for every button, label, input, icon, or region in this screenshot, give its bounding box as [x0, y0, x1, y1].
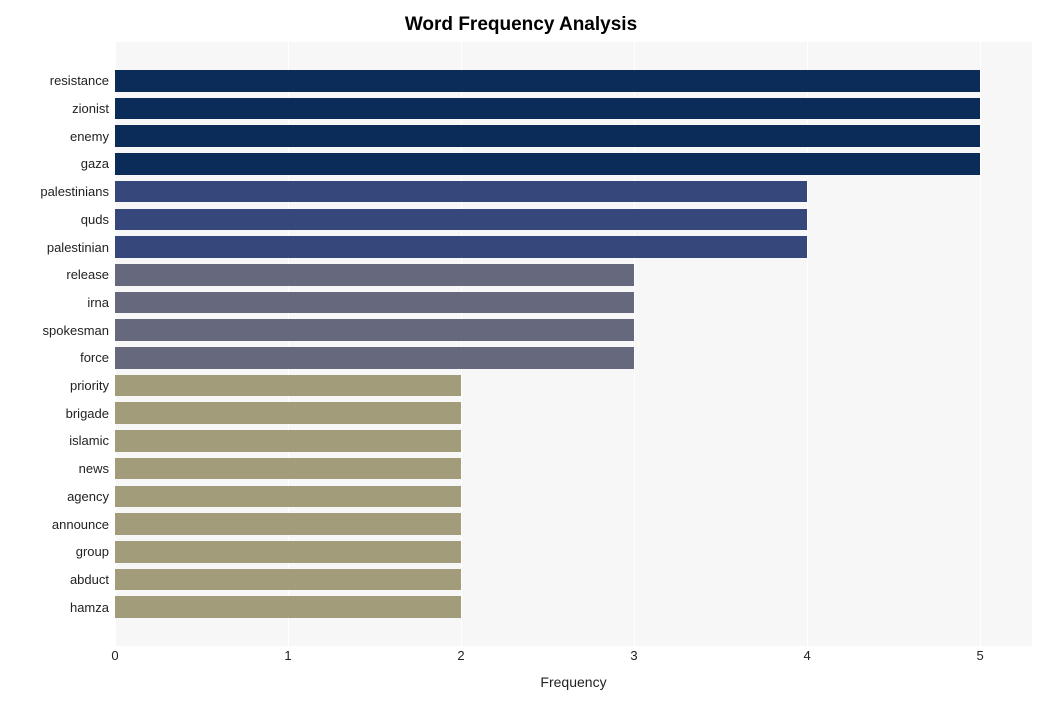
bar-row [115, 70, 1032, 92]
bar-row [115, 209, 1032, 231]
bar-row [115, 98, 1032, 120]
y-tick-label: hamza [70, 593, 109, 621]
bar-row [115, 292, 1032, 314]
bar-row [115, 513, 1032, 535]
bar-row [115, 319, 1032, 341]
bar [115, 458, 461, 480]
y-tick-label: release [66, 261, 109, 289]
y-tick-label: announce [52, 510, 109, 538]
y-tick-label: enemy [70, 122, 109, 150]
bar [115, 486, 461, 508]
bar [115, 402, 461, 424]
x-tick: 3 [630, 648, 637, 663]
bar [115, 319, 634, 341]
bar-row [115, 541, 1032, 563]
y-tick-label: gaza [81, 150, 109, 178]
y-tick-label: quds [81, 205, 109, 233]
chart-title: Word Frequency Analysis [10, 10, 1032, 42]
y-tick-label: force [80, 344, 109, 372]
y-tick-label: palestinians [40, 178, 109, 206]
bar [115, 236, 807, 258]
y-tick-label: group [76, 538, 109, 566]
bar [115, 292, 634, 314]
bar [115, 541, 461, 563]
bars-region [115, 42, 1032, 646]
x-tick: 2 [457, 648, 464, 663]
bar-row [115, 236, 1032, 258]
y-tick-label: palestinian [47, 233, 109, 261]
bar [115, 596, 461, 618]
bar [115, 70, 980, 92]
bar-row [115, 569, 1032, 591]
bar-row [115, 347, 1032, 369]
bar-row [115, 486, 1032, 508]
bar-row [115, 125, 1032, 147]
bar-row [115, 430, 1032, 452]
y-tick-label: priority [70, 372, 109, 400]
x-axis-label: Frequency [115, 674, 1032, 690]
bar [115, 430, 461, 452]
bar [115, 347, 634, 369]
bar [115, 264, 634, 286]
bar-row [115, 181, 1032, 203]
bar-row [115, 153, 1032, 175]
y-tick-label: spokesman [43, 316, 109, 344]
y-tick-label: brigade [66, 399, 109, 427]
bar [115, 513, 461, 535]
y-tick-label: abduct [70, 566, 109, 594]
bar [115, 181, 807, 203]
bar [115, 569, 461, 591]
word-frequency-chart: Word Frequency Analysis resistancezionis… [0, 0, 1042, 701]
x-tick: 5 [976, 648, 983, 663]
y-tick-label: news [79, 455, 109, 483]
bars [115, 42, 1032, 646]
y-tick-label: islamic [69, 427, 109, 455]
bar-row [115, 264, 1032, 286]
y-axis-labels: resistancezionistenemygazapalestiniansqu… [10, 42, 115, 646]
bar [115, 209, 807, 231]
y-tick-label: agency [67, 483, 109, 511]
x-tick: 0 [111, 648, 118, 663]
bar-row [115, 596, 1032, 618]
bar-row [115, 375, 1032, 397]
plot-area: resistancezionistenemygazapalestiniansqu… [10, 42, 1032, 646]
x-tick: 1 [284, 648, 291, 663]
bar-row [115, 458, 1032, 480]
bar-row [115, 402, 1032, 424]
y-tick-label: irna [87, 289, 109, 317]
bar [115, 125, 980, 147]
bar [115, 375, 461, 397]
x-tick: 4 [803, 648, 810, 663]
y-tick-label: resistance [50, 67, 109, 95]
x-axis: 012345 Frequency [115, 648, 1032, 690]
y-tick-label: zionist [72, 95, 109, 123]
bar [115, 153, 980, 175]
bar [115, 98, 980, 120]
x-axis-ticks: 012345 [115, 648, 1032, 668]
